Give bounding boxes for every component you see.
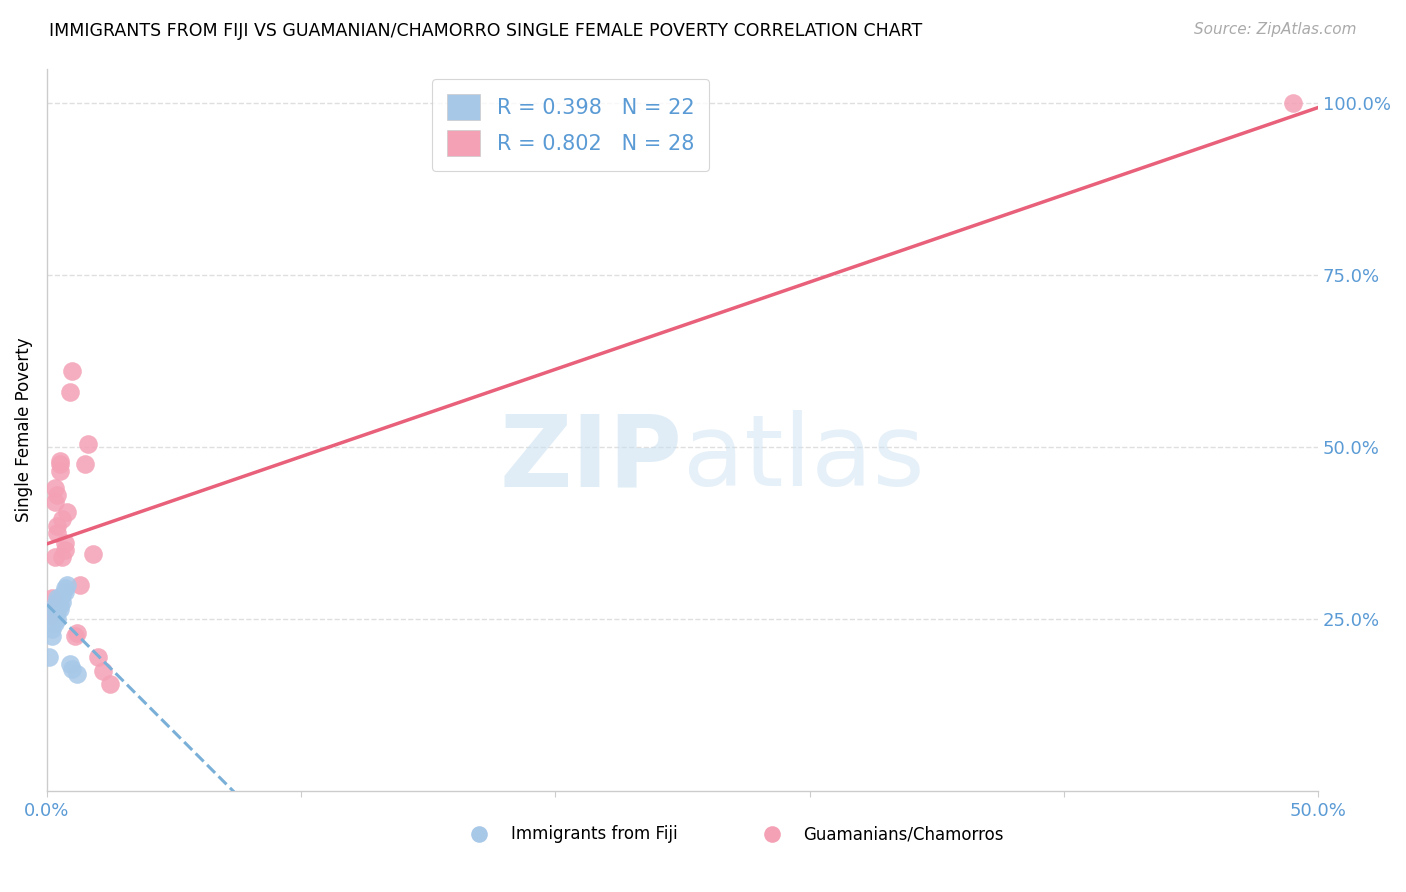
Point [44, 495, 66, 509]
Point [48, 591, 70, 606]
Text: atlas: atlas [682, 410, 924, 508]
Point [59, 384, 82, 399]
Point [66, 667, 89, 681]
Point [60, 364, 83, 378]
Text: Guamanians/Chamorros: Guamanians/Chamorros [803, 825, 1004, 844]
Point [51, 595, 73, 609]
Point [48, 454, 70, 468]
Point [44, 550, 66, 565]
Point [100, 677, 122, 691]
Point [38, 608, 60, 623]
Point [76, 436, 98, 450]
Point [53, 581, 76, 595]
Point [900, 825, 922, 839]
Text: ZIP: ZIP [499, 410, 682, 508]
Point [44, 615, 66, 630]
Point [63, 629, 86, 643]
Point [51, 588, 73, 602]
Point [82, 547, 104, 561]
Point [48, 601, 70, 615]
Point [46, 519, 69, 533]
Point [44, 481, 66, 495]
Point [46, 526, 69, 541]
Point [53, 543, 76, 558]
Point [73, 457, 96, 471]
Text: Immigrants from Fiji: Immigrants from Fiji [510, 825, 678, 844]
Point [56, 577, 79, 591]
Point [44, 608, 66, 623]
Text: IMMIGRANTS FROM FIJI VS GUAMANIAN/CHAMORRO SINGLE FEMALE POVERTY CORRELATION CHA: IMMIGRANTS FROM FIJI VS GUAMANIAN/CHAMOR… [49, 22, 922, 40]
Legend: R = 0.398   N = 22, R = 0.802   N = 28: R = 0.398 N = 22, R = 0.802 N = 28 [432, 78, 709, 171]
Point [59, 657, 82, 671]
Point [41, 623, 63, 637]
Y-axis label: Single Female Poverty: Single Female Poverty [15, 337, 32, 522]
Point [41, 629, 63, 643]
Point [69, 577, 91, 591]
Point [48, 457, 70, 471]
Point [46, 612, 69, 626]
Point [87, 649, 110, 664]
Point [38, 649, 60, 664]
Point [1281, 95, 1303, 110]
Point [51, 550, 73, 565]
Text: Source: ZipAtlas.com: Source: ZipAtlas.com [1194, 22, 1357, 37]
Point [53, 536, 76, 550]
Point [51, 512, 73, 526]
Point [56, 505, 79, 519]
Point [48, 464, 70, 478]
Point [44, 601, 66, 615]
Point [46, 595, 69, 609]
Point [60, 662, 83, 676]
Point [48, 599, 70, 613]
Point [46, 605, 69, 619]
Point [91, 664, 114, 678]
Point [46, 488, 69, 502]
Point [66, 625, 89, 640]
Point [44, 599, 66, 613]
Point [41, 591, 63, 606]
Point [46, 591, 69, 606]
Point [53, 584, 76, 599]
